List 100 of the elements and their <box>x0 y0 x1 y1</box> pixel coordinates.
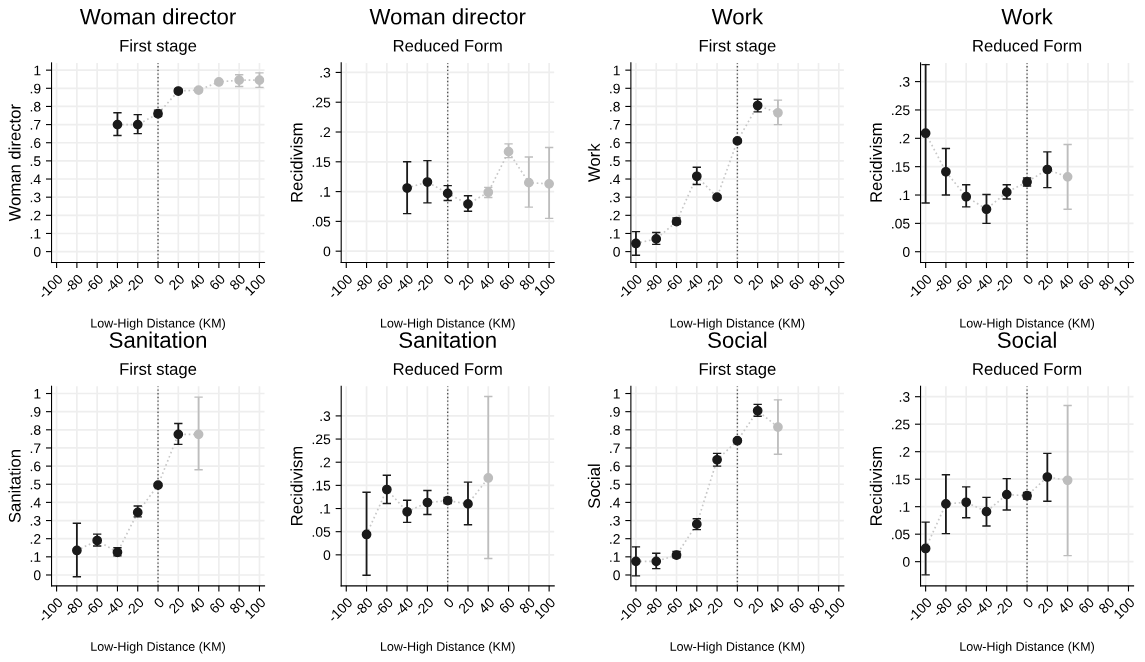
y-tick-label: .25 <box>892 105 910 116</box>
x-tick-label: 40 <box>1057 273 1075 291</box>
y-tick-label: .4 <box>30 174 41 185</box>
x-tick-label: 0 <box>442 273 455 286</box>
point <box>132 119 143 130</box>
y-tick-label: .4 <box>30 497 41 508</box>
x-axis-title: Low-High Distance (KM) <box>381 641 515 654</box>
chart-subtitle: Reduced Form <box>973 39 1082 52</box>
y-tick-label: .2 <box>899 447 910 457</box>
y-tick-label: 0 <box>902 557 910 567</box>
chart-title: Woman director <box>79 8 236 25</box>
y-tick-label: .1 <box>30 228 41 239</box>
x-tick-label: -100 <box>616 273 643 300</box>
point <box>1062 475 1073 486</box>
y-axis-title: Recidivism <box>869 123 882 202</box>
y-tick-label: .8 <box>610 425 620 435</box>
x-tick-label: 20 <box>457 596 475 614</box>
point <box>1001 489 1012 500</box>
x-axis-title: Low-High Distance (KM) <box>960 641 1095 654</box>
x-tick-label: 60 <box>208 596 226 614</box>
y-tick-label: .9 <box>610 83 620 94</box>
y-tick-label: .15 <box>312 157 331 167</box>
y-tick-label: 1 <box>613 65 620 76</box>
x-tick-label: 20 <box>457 273 475 291</box>
y-tick-label: .05 <box>892 529 910 540</box>
y-axis-title: Social <box>587 464 601 508</box>
y-tick-label: .8 <box>30 101 41 112</box>
y-tick-label: .7 <box>30 443 41 453</box>
y-tick-label: .3 <box>899 76 910 87</box>
point <box>651 556 662 567</box>
y-tick-label: .1 <box>30 552 41 562</box>
point <box>422 177 433 187</box>
x-axis-title: Low-High Distance (KM) <box>670 318 805 331</box>
x-tick-label: -60 <box>373 596 394 618</box>
x-tick-label: 100 <box>533 273 556 296</box>
y-tick-label: .2 <box>320 127 331 138</box>
y-axis-title: Work <box>587 143 601 182</box>
y-tick-label: .15 <box>892 474 910 485</box>
x-tick-label: -20 <box>124 596 145 618</box>
y-tick-label: .8 <box>30 425 41 435</box>
y-tick-label: .05 <box>892 218 910 229</box>
point <box>442 188 453 199</box>
y-axis-title: Recidivism <box>869 446 882 525</box>
y-tick-label: 0 <box>323 550 331 561</box>
y-tick-label: .4 <box>610 497 621 508</box>
chart-subtitle: First stage <box>699 39 776 55</box>
x-axis-title: Low-High Distance (KM) <box>91 641 225 654</box>
point <box>981 204 992 215</box>
point <box>961 497 972 508</box>
x-tick-label: 20 <box>1037 273 1055 291</box>
point <box>463 199 473 209</box>
y-tick-label: 0 <box>323 246 331 257</box>
x-tick-label: 100 <box>823 596 846 620</box>
y-tick-label: .15 <box>892 162 910 172</box>
point <box>422 497 433 508</box>
x-tick-label: -80 <box>642 273 664 294</box>
x-tick-label: 60 <box>788 273 806 291</box>
point <box>153 480 163 491</box>
x-tick-label: -100 <box>906 273 933 300</box>
x-tick-label: -40 <box>683 273 704 294</box>
y-tick-label: .6 <box>30 461 41 472</box>
point <box>483 473 494 483</box>
y-tick-label: .3 <box>610 515 620 526</box>
chart-subtitle: Reduced Form <box>393 39 502 52</box>
x-tick-label: -80 <box>353 273 374 294</box>
x-tick-label: 80 <box>228 596 246 614</box>
y-tick-label: 0 <box>613 570 620 581</box>
y-tick-label: 0 <box>902 247 910 257</box>
point <box>631 556 641 567</box>
x-tick-label: 80 <box>808 273 826 291</box>
x-tick-label: -80 <box>932 596 953 618</box>
x-tick-label: -40 <box>972 596 994 618</box>
x-axis-title: Low-High Distance (KM) <box>960 318 1095 331</box>
x-tick-label: 80 <box>518 596 536 614</box>
x-tick-label: 60 <box>788 596 806 614</box>
point <box>961 191 972 202</box>
x-tick-label: 100 <box>533 596 556 620</box>
point <box>402 183 412 193</box>
x-tick-label: -80 <box>63 273 84 294</box>
x-tick-label: 100 <box>823 273 846 296</box>
chart-title: Social <box>708 331 767 348</box>
y-tick-label: 0 <box>33 246 41 257</box>
x-tick-label: 80 <box>518 273 536 291</box>
x-tick-label: -20 <box>413 273 435 294</box>
y-tick-label: .2 <box>30 534 41 544</box>
x-tick-label: 80 <box>228 273 246 291</box>
chart-title: Sanitation <box>399 331 496 348</box>
x-tick-label: 0 <box>1022 596 1034 609</box>
y-tick-label: .05 <box>312 216 331 227</box>
y-tick-label: .2 <box>610 534 620 544</box>
x-tick-label: 100 <box>244 596 267 620</box>
point <box>920 543 931 554</box>
x-tick-label: 80 <box>808 596 826 614</box>
point <box>402 506 412 517</box>
y-tick-label: .1 <box>320 504 331 514</box>
x-tick-label: 20 <box>1037 596 1055 614</box>
x-tick-label: 60 <box>208 273 226 291</box>
y-tick-label: .1 <box>320 187 331 197</box>
x-tick-label: -100 <box>37 596 64 623</box>
point <box>544 178 554 189</box>
